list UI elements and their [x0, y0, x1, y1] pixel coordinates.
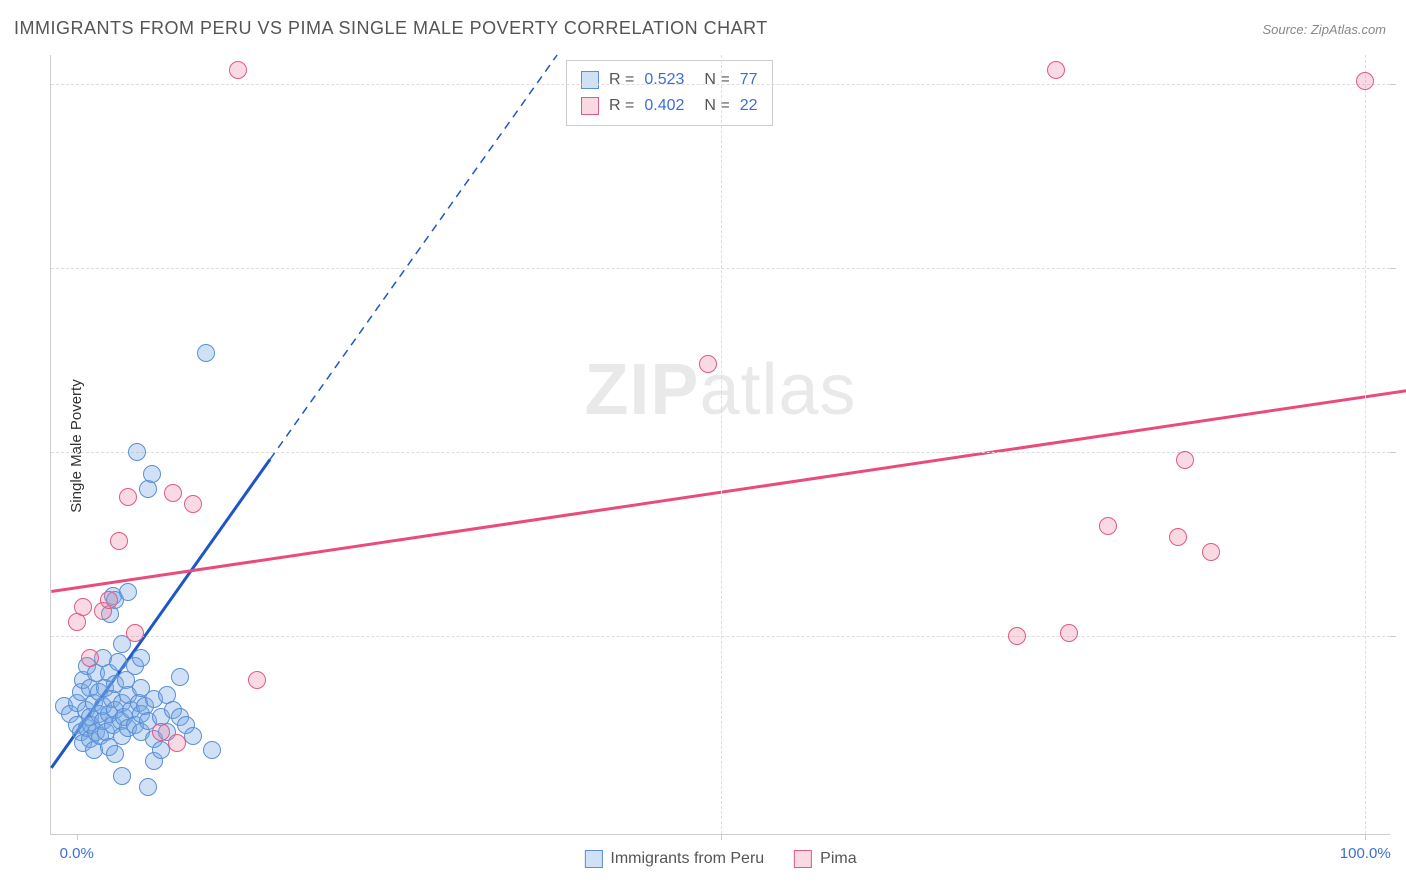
- data-point-pima: [1202, 543, 1220, 561]
- n-label: N =: [704, 93, 729, 119]
- y-tick-label: 50.0%: [1402, 444, 1406, 461]
- data-point-peru: [132, 649, 150, 667]
- swatch-peru: [581, 71, 599, 89]
- data-point-pima: [248, 671, 266, 689]
- data-point-pima: [1099, 517, 1117, 535]
- data-point-pima: [184, 495, 202, 513]
- tick-mark: [1365, 834, 1366, 840]
- n-value-peru: 77: [740, 67, 758, 93]
- y-tick-label: 100.0%: [1402, 76, 1406, 93]
- y-tick-label: 75.0%: [1402, 260, 1406, 277]
- legend-label-pima: Pima: [820, 850, 856, 868]
- data-point-peru: [143, 465, 161, 483]
- data-point-pima: [126, 624, 144, 642]
- data-point-peru: [106, 745, 124, 763]
- gridline-v: [721, 55, 722, 834]
- n-value-pima: 22: [740, 93, 758, 119]
- plot-area: ZIPatlas R = 0.523 N = 77 R = 0.402 N = …: [50, 55, 1390, 835]
- data-point-pima: [1060, 624, 1078, 642]
- r-value-peru: 0.523: [644, 67, 684, 93]
- data-point-peru: [203, 741, 221, 759]
- data-point-pima: [1169, 528, 1187, 546]
- data-point-pima: [152, 723, 170, 741]
- data-point-peru: [184, 727, 202, 745]
- legend-row-pima: R = 0.402 N = 22: [581, 93, 758, 119]
- tick-mark: [721, 834, 722, 840]
- swatch-peru: [584, 850, 602, 868]
- x-tick-label: 0.0%: [60, 845, 94, 862]
- tick-mark: [1390, 452, 1396, 453]
- tick-mark: [1390, 268, 1396, 269]
- data-point-pima: [81, 649, 99, 667]
- data-point-pima: [100, 591, 118, 609]
- data-point-pima: [119, 488, 137, 506]
- data-point-peru: [171, 668, 189, 686]
- data-point-peru: [119, 583, 137, 601]
- legend-row-peru: R = 0.523 N = 77: [581, 67, 758, 93]
- source-label: Source: ZipAtlas.com: [1262, 22, 1386, 37]
- data-point-pima: [1047, 61, 1065, 79]
- data-point-peru: [152, 741, 170, 759]
- gridline-v: [1365, 55, 1366, 834]
- tick-mark: [1390, 636, 1396, 637]
- data-point-peru: [109, 653, 127, 671]
- legend-stats: R = 0.523 N = 77 R = 0.402 N = 22: [566, 60, 773, 126]
- data-point-pima: [1008, 627, 1026, 645]
- data-point-pima: [699, 355, 717, 373]
- correlation-chart: IMMIGRANTS FROM PERU VS PIMA SINGLE MALE…: [0, 0, 1406, 892]
- data-point-pima: [74, 598, 92, 616]
- data-point-pima: [168, 734, 186, 752]
- data-point-pima: [1356, 72, 1374, 90]
- data-point-pima: [110, 532, 128, 550]
- data-point-peru: [113, 767, 131, 785]
- legend-item-pima: Pima: [794, 850, 856, 868]
- tick-mark: [77, 834, 78, 840]
- legend-item-peru: Immigrants from Peru: [584, 850, 764, 868]
- n-label: N =: [704, 67, 729, 93]
- x-tick-label: 100.0%: [1340, 845, 1391, 862]
- data-point-peru: [128, 443, 146, 461]
- swatch-pima: [581, 97, 599, 115]
- r-label: R =: [609, 93, 634, 119]
- legend-label-peru: Immigrants from Peru: [610, 850, 764, 868]
- y-tick-label: 25.0%: [1402, 628, 1406, 645]
- r-value-pima: 0.402: [644, 93, 684, 119]
- chart-title: IMMIGRANTS FROM PERU VS PIMA SINGLE MALE…: [14, 18, 768, 39]
- data-point-pima: [229, 61, 247, 79]
- data-point-peru: [197, 344, 215, 362]
- data-point-pima: [164, 484, 182, 502]
- legend-series: Immigrants from Peru Pima: [584, 850, 856, 868]
- r-label: R =: [609, 67, 634, 93]
- tick-mark: [1390, 84, 1396, 85]
- data-point-peru: [139, 778, 157, 796]
- swatch-pima: [794, 850, 812, 868]
- data-point-pima: [1176, 451, 1194, 469]
